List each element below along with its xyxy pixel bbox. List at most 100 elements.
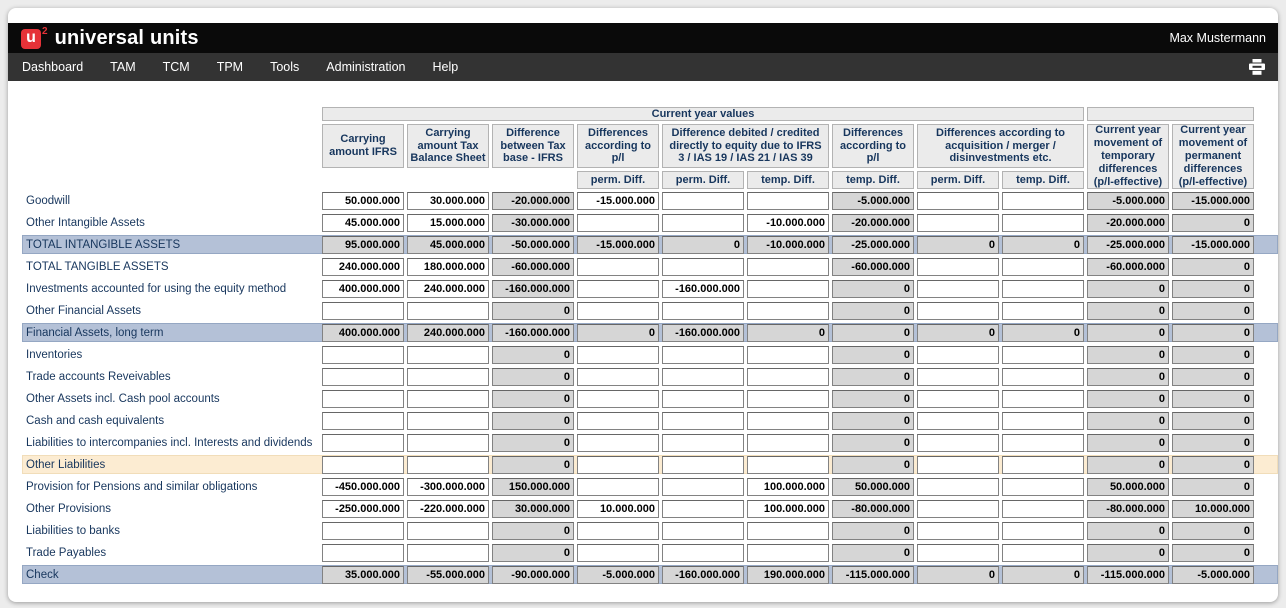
cell-input[interactable]	[407, 258, 489, 276]
cell-input[interactable]	[747, 544, 829, 562]
cell-input[interactable]	[1002, 258, 1084, 276]
cell-input[interactable]	[407, 346, 489, 364]
cell-input[interactable]	[1002, 390, 1084, 408]
cell-input[interactable]	[1002, 346, 1084, 364]
cell-input[interactable]	[407, 390, 489, 408]
cell-input[interactable]	[917, 478, 999, 496]
cell-input[interactable]	[747, 412, 829, 430]
cell-input[interactable]	[917, 214, 999, 232]
cell-input[interactable]	[407, 214, 489, 232]
cell-input[interactable]	[407, 500, 489, 518]
cell-input[interactable]	[917, 302, 999, 320]
cell-input[interactable]	[1002, 214, 1084, 232]
cell-input[interactable]	[322, 412, 404, 430]
cell-input[interactable]	[662, 302, 744, 320]
cell-input[interactable]	[577, 302, 659, 320]
cell-input[interactable]	[662, 192, 744, 210]
cell-input[interactable]	[747, 258, 829, 276]
cell-input[interactable]	[577, 390, 659, 408]
nav-item-tam[interactable]: TAM	[110, 60, 135, 74]
cell-input[interactable]	[747, 478, 829, 496]
cell-input[interactable]	[407, 544, 489, 562]
cell-input[interactable]	[577, 500, 659, 518]
cell-input[interactable]	[577, 280, 659, 298]
cell-input[interactable]	[577, 522, 659, 540]
cell-input[interactable]	[322, 544, 404, 562]
cell-input[interactable]	[322, 368, 404, 386]
cell-input[interactable]	[1002, 302, 1084, 320]
cell-input[interactable]	[662, 214, 744, 232]
cell-input[interactable]	[917, 192, 999, 210]
cell-input[interactable]	[662, 544, 744, 562]
cell-input[interactable]	[322, 456, 404, 474]
cell-input[interactable]	[662, 280, 744, 298]
cell-input[interactable]	[1002, 522, 1084, 540]
cell-input[interactable]	[322, 258, 404, 276]
cell-input[interactable]	[407, 280, 489, 298]
cell-input[interactable]	[577, 368, 659, 386]
cell-input[interactable]	[747, 214, 829, 232]
cell-input[interactable]	[662, 522, 744, 540]
cell-input[interactable]	[1002, 192, 1084, 210]
cell-input[interactable]	[577, 412, 659, 430]
cell-input[interactable]	[917, 346, 999, 364]
cell-input[interactable]	[577, 258, 659, 276]
cell-input[interactable]	[662, 346, 744, 364]
cell-input[interactable]	[577, 192, 659, 210]
nav-item-administration[interactable]: Administration	[326, 60, 405, 74]
cell-input[interactable]	[917, 368, 999, 386]
cell-input[interactable]	[917, 544, 999, 562]
cell-input[interactable]	[662, 390, 744, 408]
nav-item-tpm[interactable]: TPM	[217, 60, 243, 74]
cell-input[interactable]	[917, 390, 999, 408]
cell-input[interactable]	[407, 456, 489, 474]
cell-input[interactable]	[917, 434, 999, 452]
cell-input[interactable]	[747, 280, 829, 298]
cell-input[interactable]	[747, 522, 829, 540]
cell-input[interactable]	[322, 302, 404, 320]
cell-input[interactable]	[917, 456, 999, 474]
cell-input[interactable]	[322, 390, 404, 408]
nav-item-help[interactable]: Help	[432, 60, 458, 74]
cell-input[interactable]	[322, 478, 404, 496]
cell-input[interactable]	[322, 522, 404, 540]
cell-input[interactable]	[1002, 434, 1084, 452]
cell-input[interactable]	[662, 500, 744, 518]
cell-input[interactable]	[322, 214, 404, 232]
cell-input[interactable]	[1002, 456, 1084, 474]
cell-input[interactable]	[577, 544, 659, 562]
cell-input[interactable]	[322, 280, 404, 298]
cell-input[interactable]	[577, 214, 659, 232]
nav-item-tcm[interactable]: TCM	[163, 60, 190, 74]
cell-input[interactable]	[747, 434, 829, 452]
cell-input[interactable]	[917, 258, 999, 276]
cell-input[interactable]	[747, 456, 829, 474]
cell-input[interactable]	[577, 434, 659, 452]
cell-input[interactable]	[662, 368, 744, 386]
cell-input[interactable]	[747, 390, 829, 408]
cell-input[interactable]	[662, 478, 744, 496]
cell-input[interactable]	[917, 522, 999, 540]
cell-input[interactable]	[747, 346, 829, 364]
cell-input[interactable]	[1002, 478, 1084, 496]
cell-input[interactable]	[917, 500, 999, 518]
cell-input[interactable]	[917, 280, 999, 298]
cell-input[interactable]	[1002, 500, 1084, 518]
cell-input[interactable]	[1002, 368, 1084, 386]
cell-input[interactable]	[1002, 544, 1084, 562]
cell-input[interactable]	[407, 368, 489, 386]
cell-input[interactable]	[662, 258, 744, 276]
cell-input[interactable]	[322, 346, 404, 364]
cell-input[interactable]	[322, 192, 404, 210]
cell-input[interactable]	[407, 412, 489, 430]
cell-input[interactable]	[577, 478, 659, 496]
cell-input[interactable]	[407, 478, 489, 496]
nav-item-dashboard[interactable]: Dashboard	[22, 60, 83, 74]
cell-input[interactable]	[747, 500, 829, 518]
cell-input[interactable]	[917, 412, 999, 430]
cell-input[interactable]	[322, 500, 404, 518]
print-button[interactable]	[1248, 59, 1266, 75]
cell-input[interactable]	[577, 456, 659, 474]
cell-input[interactable]	[407, 434, 489, 452]
cell-input[interactable]	[662, 434, 744, 452]
